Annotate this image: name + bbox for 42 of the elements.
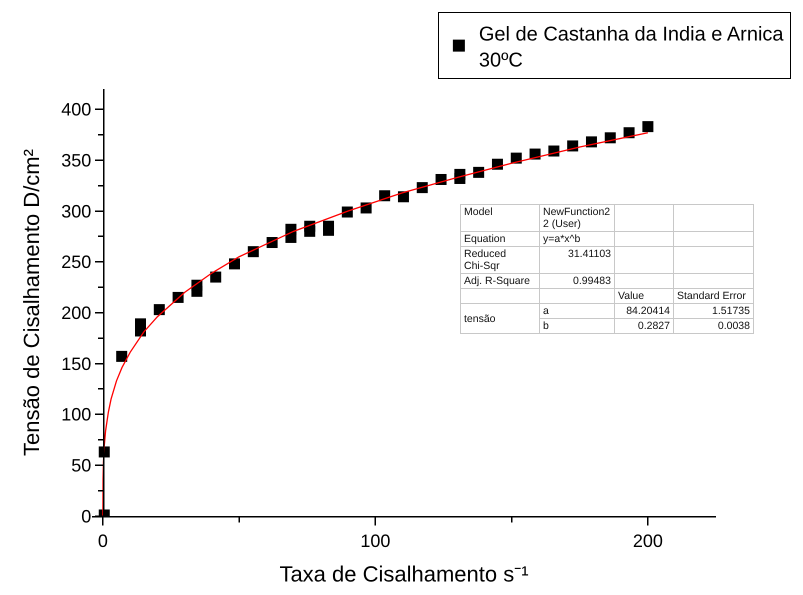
y-tick-label: 200 (61, 302, 92, 323)
y-tick-label: 400 (61, 100, 92, 120)
y-tick-label: 50 (71, 455, 92, 476)
point (285, 232, 296, 243)
text: 0.0038 (718, 320, 750, 332)
annotation: Standard Error (677, 290, 746, 302)
x-tick-label: 0 (98, 531, 108, 552)
annotation: y=a*x^b (543, 233, 580, 245)
annotation: 84.20414 (626, 305, 670, 317)
point (642, 121, 654, 132)
y-tick-label: 150 (61, 354, 92, 374)
x-tick-label: 100 (360, 531, 390, 552)
y-tick-label: 300 (61, 201, 92, 222)
x-axis-title: Taxa de Cisalhamento s⁻¹ (279, 562, 529, 587)
annotation: NewFunction2 2 (User) (543, 206, 610, 230)
point (229, 258, 240, 270)
annotation: tensão (464, 312, 496, 324)
y-tick-label: 350 (61, 150, 92, 170)
point (323, 224, 334, 236)
annotation: 0.2827 (638, 320, 670, 332)
annotation: 31.41103 (568, 248, 611, 260)
annotation: Value (618, 290, 644, 302)
point (116, 350, 128, 362)
point (304, 226, 316, 237)
annotation: b (543, 320, 549, 332)
point (210, 272, 222, 283)
annotation: Equation (464, 233, 506, 245)
point (191, 286, 202, 297)
annotation: Model (464, 206, 493, 218)
point (398, 191, 409, 202)
y-axis-title: Tensão de Cisalhamento D/cm² (18, 149, 44, 456)
legend-label: Gel de Castanha da India e Arnica 30ºC (478, 23, 784, 72)
y-tick-label: 100 (61, 404, 92, 425)
x-tick-label: 200 (632, 531, 663, 552)
y-tick-label: 0 (81, 506, 92, 526)
annotation: a (543, 305, 549, 317)
annotation: Reduced Chi-Sqr (464, 248, 506, 272)
y-tick-label: 250 (61, 252, 92, 272)
annotation: 0.99483 (573, 275, 611, 287)
annotation: Adj. R-Square (464, 275, 530, 287)
point (154, 304, 165, 316)
annotation: 1.51735 (712, 305, 750, 317)
